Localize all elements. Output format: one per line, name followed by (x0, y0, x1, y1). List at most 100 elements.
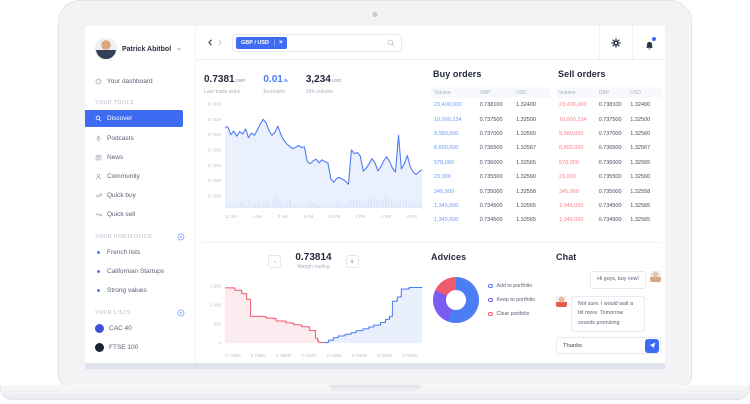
order-gbp: 0.736000 (598, 159, 622, 166)
order-usd: 1.32565 (630, 159, 651, 166)
svg-text:3 AM: 3 AM (278, 214, 288, 219)
order-volume: 9,989,000 (434, 130, 459, 137)
order-volume: 1,345,000 (434, 202, 459, 209)
order-row[interactable]: 578,000 0.736000 1.32565 (431, 156, 551, 170)
sidebar-item-dashboard[interactable]: Your dashboard (85, 74, 195, 89)
sidebar-item-strong-values[interactable]: Strong values (85, 283, 195, 298)
person-icon (95, 173, 102, 180)
dashboard-content: 0.7381GBP Last trade price 0.01% Evoluti… (196, 60, 665, 363)
sidebar-item-label: Discover (107, 115, 133, 122)
order-row[interactable]: 1,345,000 0.734500 1.32565 (431, 213, 551, 227)
order-gbp: 0.736000 (479, 159, 503, 166)
send-button[interactable] (645, 338, 659, 353)
list-dot-icon (95, 343, 104, 352)
user-profile[interactable]: Patrick Abitbol (85, 36, 195, 62)
table-header: Volume GBP USD (431, 87, 551, 98)
order-usd: 1.32400 (630, 102, 651, 109)
advices-title: Advices (431, 252, 467, 262)
order-row[interactable]: 9,989,000 0.737000 1.32560 (556, 127, 661, 141)
column-header: USD (630, 89, 641, 96)
order-row[interactable]: 8,800,000 0.736500 1.32567 (556, 141, 661, 155)
list-dot-icon (95, 324, 104, 333)
sidebar-item-label: News (107, 154, 124, 161)
advices-panel: Advices Add to portfolio Keep to portfoli… (431, 243, 551, 363)
sidebar-item-podcasts[interactable]: Podcasts (85, 131, 195, 146)
order-row[interactable]: 23,400,000 0.738100 1.32400 (556, 98, 661, 112)
order-row[interactable]: 1,345,000 0.734500 1.32565 (556, 199, 661, 213)
order-usd: 1.32500 (630, 116, 651, 123)
column-header: Volume (434, 89, 451, 96)
order-row[interactable]: 10,000,234 0.737500 1.32500 (556, 112, 661, 126)
chat-message: Not sure. I would wait a bit more. Tomor… (556, 295, 661, 333)
column-header: GBP (598, 89, 610, 96)
sidebar-item-quick-buy[interactable]: Quick buy (85, 188, 195, 203)
decrease-button[interactable]: - (268, 255, 282, 268)
order-gbp: 0.737500 (598, 116, 622, 123)
increase-button[interactable]: + (345, 255, 359, 268)
order-volume: 578,000 (434, 159, 454, 166)
settings-button[interactable] (600, 26, 632, 59)
margin-value: 0.73814 (295, 252, 332, 263)
search-input[interactable]: GBP / USD × (232, 33, 402, 52)
paper-plane-icon (649, 342, 655, 349)
svg-text:500: 500 (214, 322, 222, 327)
order-usd: 1.32560 (516, 174, 536, 181)
sidebar-item-label: CAC 40 (109, 325, 132, 332)
legend-item[interactable]: Clear portfolio (488, 311, 535, 317)
order-row[interactable]: 23,400,000 0.738100 1.32400 (431, 98, 551, 112)
sidebar-item-californian-startups[interactable]: Californian Startups (85, 264, 195, 279)
sidebar-item-news[interactable]: News (85, 150, 195, 165)
order-usd: 1.32565 (516, 202, 536, 209)
order-row[interactable]: 1,345,000 0.734500 1.32565 (556, 213, 661, 227)
sidebar-item-label: FTSE 100 (109, 344, 139, 351)
column-header: USD (516, 89, 527, 96)
order-volume: 345,900 (559, 188, 579, 195)
order-row[interactable]: 23,000 0.735500 1.32560 (431, 170, 551, 184)
sidebar-item-discover[interactable]: Discover (85, 110, 183, 127)
svg-text:5 AM: 5 AM (304, 214, 314, 219)
nav-back-icon[interactable] (206, 38, 215, 47)
buy-orders-title: Buy orders (433, 69, 482, 79)
legend-item[interactable]: Add to portfolio (488, 283, 535, 289)
tag-close-icon[interactable]: × (274, 39, 287, 46)
sidebar-section-title-lists: Your lists (85, 309, 195, 317)
legend-label: Add to portfolio (496, 283, 533, 289)
order-row[interactable]: 8,800,000 0.736500 1.32567 (431, 141, 551, 155)
order-gbp: 0.734500 (598, 217, 622, 224)
order-row[interactable]: 23,000 0.735500 1.32560 (556, 170, 661, 184)
order-volume: 345,900 (434, 188, 454, 195)
notifications-button[interactable] (633, 26, 665, 59)
add-list-icon[interactable] (177, 309, 185, 317)
order-volume: 23,000 (559, 174, 576, 181)
order-volume: 23,400,000 (434, 102, 462, 109)
svg-text:1 AM: 1 AM (252, 214, 262, 219)
order-gbp: 0.737000 (598, 130, 622, 137)
add-portfolio-icon[interactable] (177, 233, 185, 241)
svg-text:0.73000: 0.73000 (251, 353, 267, 358)
nav-forward-icon[interactable] (215, 38, 224, 47)
sidebar-item-cac40[interactable]: CAC 40 (85, 321, 195, 336)
sidebar-item-community[interactable]: Community (85, 169, 195, 184)
order-gbp: 0.734500 (479, 217, 503, 224)
order-usd: 1.32558 (630, 188, 651, 195)
sell-orders-table: Volume GBP USD 23,400,000 0.738100 1.32400 10,… (556, 87, 661, 228)
chat-input[interactable] (563, 342, 645, 349)
advices-legend: Add to portfolio Keep to portfolio Clear p… (488, 283, 535, 317)
screen-bottom-strip (85, 363, 665, 369)
order-gbp: 0.734500 (598, 202, 622, 209)
app-window: Patrick Abitbol Your dashboard Your tool… (85, 26, 665, 363)
legend-item[interactable]: Keep to portfolio (488, 297, 535, 303)
order-row[interactable]: 345,900 0.735000 1.32558 (431, 184, 551, 198)
order-row[interactable]: 578,000 0.736000 1.32565 (556, 156, 661, 170)
sidebar-item-quick-sell[interactable]: Quick sell (85, 207, 195, 222)
order-row[interactable]: 10,000,234 0.737500 1.32500 (431, 112, 551, 126)
sidebar-item-french-lists[interactable]: French lists (85, 245, 195, 260)
sidebar-item-label: Community (107, 173, 140, 180)
margin-trading-panel: - 0.73814 Margin trading + 1,500 1,000 500… (201, 243, 426, 363)
divider (599, 26, 600, 59)
order-row[interactable]: 1,345,000 0.734500 1.32565 (431, 199, 551, 213)
sidebar-item-ftse100[interactable]: FTSE 100 (85, 340, 195, 355)
order-row[interactable]: 9,989,000 0.737000 1.32560 (431, 127, 551, 141)
topbar-actions (599, 26, 665, 59)
order-row[interactable]: 345,900 0.735000 1.32558 (556, 184, 661, 198)
